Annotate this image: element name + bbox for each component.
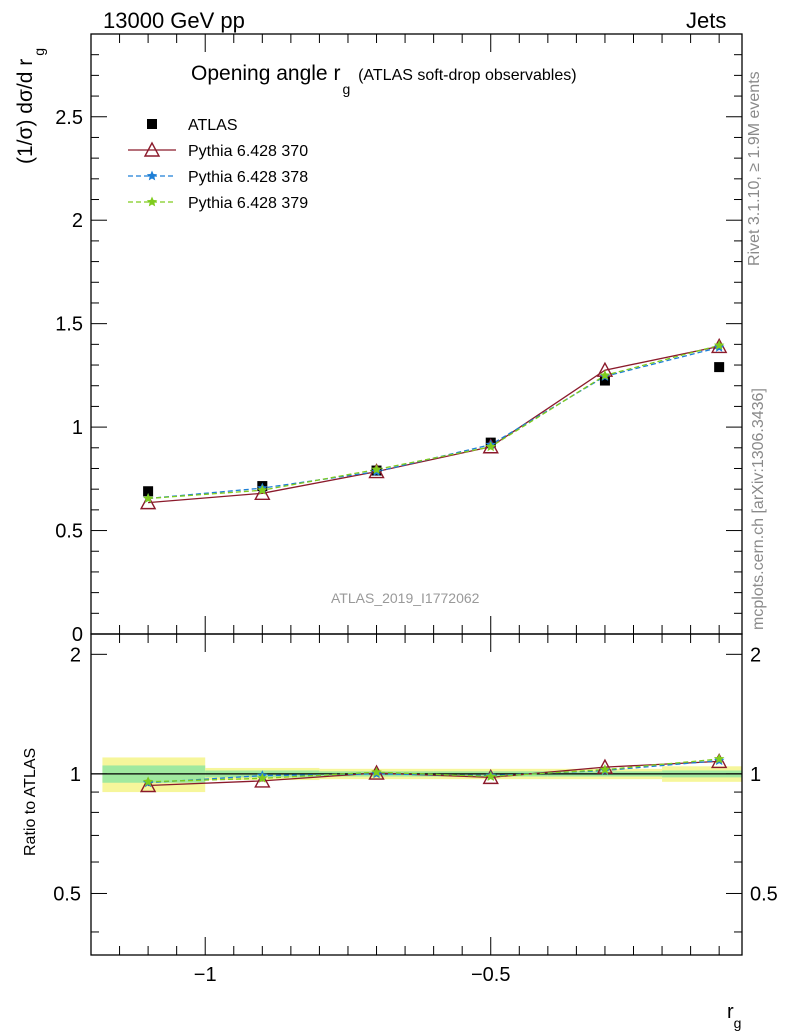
main-y-tick-label: 1 <box>72 417 83 439</box>
ratio-point-2-5 <box>713 753 725 764</box>
main-plot-area <box>139 337 728 510</box>
data-point-3-4 <box>599 369 611 380</box>
ratio-point-2-2 <box>371 766 382 777</box>
x-axis-label-text: r <box>727 1001 734 1023</box>
legend: ATLAS Pythia 6.428 370 Pythia 6.428 378 Pyt… <box>128 117 308 212</box>
legend-label: Pythia 6.428 378 <box>188 169 308 186</box>
ratio-line-1 <box>148 759 720 784</box>
ratio-point-0-5 <box>710 752 728 769</box>
legend-marker <box>143 141 161 157</box>
main-y-tick-label: 0 <box>72 624 83 646</box>
series-line-3 <box>148 344 720 500</box>
header-left: 13000 GeV pp <box>103 8 245 33</box>
plot-title-rest: (ATLAS soft-drop observables) <box>358 67 577 84</box>
series-line-2 <box>148 346 720 500</box>
data-point-0-4 <box>599 375 610 386</box>
data-point-3-5 <box>713 339 725 350</box>
plot-title: Opening angle rg (ATLAS soft-drop observ… <box>191 62 577 97</box>
ratio-point-2-4 <box>599 764 611 775</box>
x-axis-label-sub: g <box>733 1015 742 1031</box>
main-y-tick-label: 2.5 <box>55 107 83 129</box>
ratio-line-2 <box>148 758 720 783</box>
axis-frames: 0 0.5 1 1.5 2 2.5 −1 −0.5 0.5 0.5 1 1 2 2 <box>53 33 778 986</box>
ratio-point-0-1 <box>254 772 271 788</box>
ratio-point-0-4 <box>596 758 614 774</box>
legend-label: ATLAS <box>188 117 238 134</box>
data-point-0-5 <box>714 362 725 373</box>
main-y-tick-label: 0.5 <box>55 521 83 543</box>
main-y-tick-label: 1.5 <box>55 314 83 336</box>
ratio-y-tick-label-right: 0.5 <box>750 883 778 905</box>
ratio-point-2-3 <box>485 771 496 781</box>
ratio-point-0-3 <box>482 768 499 785</box>
x-axis-label: rg <box>727 1002 742 1031</box>
data-point-1-1 <box>254 484 271 501</box>
data-point-3-2 <box>371 464 382 474</box>
ratio-frame <box>90 633 743 956</box>
plot-title-main: Opening angle r <box>191 62 341 85</box>
data-point-3-3 <box>485 441 496 452</box>
main-y-tick-label: 2 <box>72 210 83 232</box>
ratio-y-tick-label: 2 <box>70 644 81 666</box>
legend-marker <box>147 119 157 129</box>
ratio-point-2-0 <box>142 776 154 787</box>
legend-marker <box>146 170 158 181</box>
ratio-line-0 <box>148 760 720 787</box>
header-right: Jets <box>686 8 727 33</box>
series-line-1 <box>148 345 720 504</box>
ratio-y-tick-label-right: 2 <box>750 644 761 666</box>
ratio-point-0-0 <box>139 777 157 793</box>
legend-label: Pythia 6.428 379 <box>188 195 308 212</box>
ratio-y-tick-label: 0.5 <box>53 883 81 905</box>
legend-marker <box>146 196 158 207</box>
data-point-1-0 <box>139 494 157 510</box>
ratio-y-tick-label-right: 1 <box>750 764 761 786</box>
plot-title-sub: g <box>342 81 351 97</box>
data-point-3-1 <box>257 484 268 495</box>
data-point-3-0 <box>142 493 154 503</box>
ratio-point-2-1 <box>257 772 268 783</box>
x-tick-label: −1 <box>194 964 217 986</box>
ratio-y-tick-label: 1 <box>70 764 81 786</box>
analysis-watermark: ATLAS_2019_I1772062 <box>331 590 480 606</box>
x-tick-label: −0.5 <box>471 964 510 986</box>
ratio-plot-area <box>91 752 742 793</box>
data-point-0-0 <box>143 486 154 497</box>
legend-label: Pythia 6.428 370 <box>188 143 308 160</box>
